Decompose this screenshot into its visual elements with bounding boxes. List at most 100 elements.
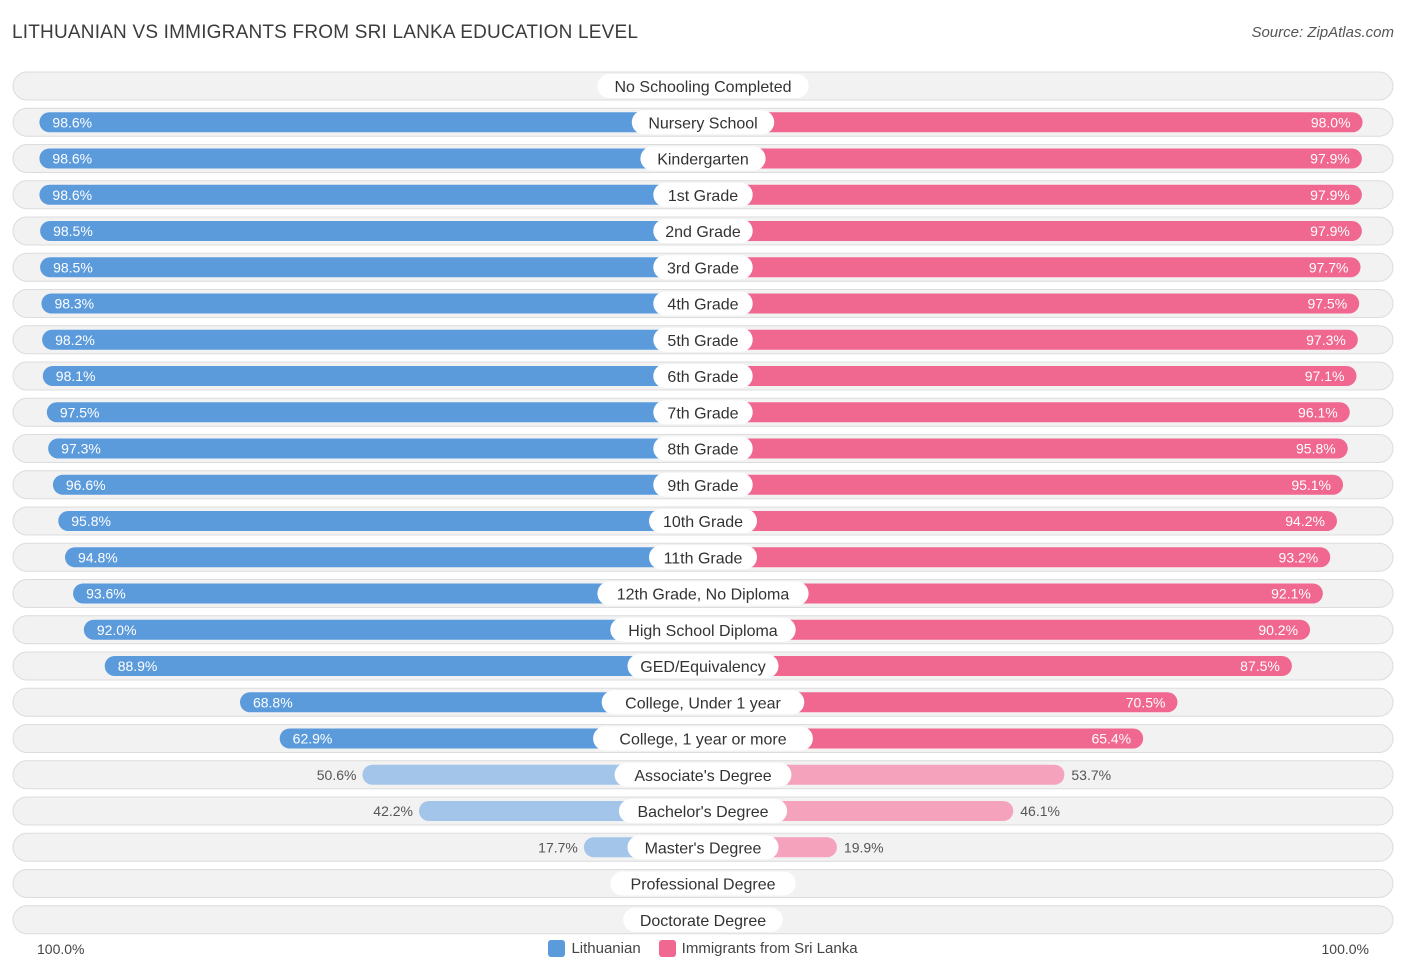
category-pill	[618, 799, 788, 823]
bar-lithuanian[interactable]	[42, 329, 703, 350]
chart-row: 96.6% 95.1% 9th Grade	[12, 470, 1394, 500]
value-label-lithuanian: 98.6%	[52, 114, 92, 130]
bar-sri-lanka[interactable]	[703, 547, 1331, 568]
bar-lithuanian[interactable]	[52, 474, 703, 495]
bar-lithuanian[interactable]	[46, 402, 703, 423]
bar-lithuanian[interactable]	[40, 221, 704, 241]
bar-sri-lanka[interactable]	[703, 656, 1292, 676]
bar-lithuanian[interactable]	[41, 293, 704, 314]
chart-area: 1.4%2.0%No Schooling Completed 98.6% 98.0%…	[12, 71, 1394, 935]
category-pill	[631, 110, 775, 135]
value-label-lithuanian: 98.5%	[53, 223, 93, 239]
bar-sri-lanka[interactable]	[703, 184, 1362, 205]
category-pill	[597, 581, 809, 606]
value-label-sri-lanka: 70.5%	[1126, 694, 1166, 710]
value-label-lithuanian: 50.6%	[317, 767, 357, 783]
bar-sri-lanka[interactable]	[703, 692, 1178, 713]
chart-row: 98.2% 97.3% 5th Grade	[12, 325, 1394, 355]
category-label: No Schooling Completed	[615, 79, 792, 96]
category-label: 9th Grade	[667, 478, 738, 495]
category-pill	[610, 871, 796, 896]
category-pill	[653, 400, 753, 425]
value-label-sri-lanka: 46.1%	[1020, 803, 1060, 819]
value-label-sri-lanka: 97.7%	[1309, 259, 1349, 275]
bar-lithuanian[interactable]	[39, 112, 704, 133]
bar-lithuanian[interactable]	[104, 656, 703, 676]
category-label: 2nd Grade	[665, 224, 741, 241]
bar-sri-lanka[interactable]	[703, 112, 1363, 133]
category-pill	[601, 690, 805, 715]
legend: Lithuanian Immigrants from Sri Lanka	[0, 940, 1406, 957]
value-label-lithuanian: 88.9%	[118, 658, 158, 674]
axis-right-label: 100.0%	[1321, 941, 1369, 957]
value-label-sri-lanka: 93.2%	[1279, 549, 1319, 565]
category-pill	[610, 617, 796, 642]
category-label: Associate's Degree	[634, 768, 771, 785]
category-pill	[640, 146, 766, 171]
bar-sri-lanka[interactable]	[703, 764, 1065, 785]
bar-lithuanian[interactable]	[73, 583, 703, 604]
category-label: College, 1 year or more	[619, 732, 786, 749]
bar-sri-lanka[interactable]	[703, 402, 1350, 423]
chart-row: 94.8% 93.2% 11th Grade	[12, 542, 1394, 572]
bar-lithuanian[interactable]	[39, 148, 704, 169]
value-label-sri-lanka: 65.4%	[1091, 731, 1131, 747]
chart-row: 93.6% 92.1% 12th Grade, No Diploma	[12, 579, 1394, 608]
bar-sri-lanka[interactable]	[703, 148, 1362, 169]
bar-lithuanian[interactable]	[39, 184, 704, 205]
bar-sri-lanka[interactable]	[703, 438, 1348, 459]
bar-lithuanian[interactable]	[48, 438, 703, 459]
category-pill	[623, 907, 783, 932]
bar-sri-lanka[interactable]	[703, 257, 1361, 278]
bar-lithuanian[interactable]	[64, 547, 704, 568]
bar-sri-lanka[interactable]	[703, 474, 1344, 495]
bar-sri-lanka[interactable]	[703, 728, 1144, 749]
chart-row: 5.4%6.2%Professional Degree	[12, 869, 1394, 898]
bar-lithuanian[interactable]	[83, 619, 704, 640]
legend-swatch-lithuanian	[548, 940, 566, 957]
chart-row: 97.5% 96.1% 7th Grade	[12, 397, 1394, 427]
bar-sri-lanka[interactable]	[703, 619, 1311, 640]
bar-sri-lanka[interactable]	[703, 293, 1360, 314]
bar-sri-lanka[interactable]	[703, 221, 1362, 241]
value-label-sri-lanka: 19.9%	[844, 839, 884, 855]
chart-row: 95.8% 94.2% 10th Grade	[12, 506, 1394, 536]
source-credit: Source: ZipAtlas.com	[1251, 24, 1394, 41]
bar-lithuanian[interactable]	[239, 692, 703, 713]
value-label-lithuanian: 97.5%	[60, 404, 100, 420]
category-label: 6th Grade	[667, 369, 738, 386]
chart-row: 98.5% 97.9% 2nd Grade	[12, 216, 1394, 246]
value-label-lithuanian: 42.2%	[373, 803, 413, 819]
chart-row: 98.5% 97.7% 3rd Grade	[12, 252, 1394, 282]
value-label-sri-lanka: 97.1%	[1305, 368, 1345, 384]
bar-lithuanian[interactable]	[40, 257, 704, 278]
legend-item-sri-lanka[interactable]: Immigrants from Sri Lanka	[658, 940, 858, 957]
category-label: College, Under 1 year	[625, 695, 781, 712]
category-pill	[653, 182, 753, 207]
bar-sri-lanka[interactable]	[703, 583, 1323, 604]
chart-row: 98.6% 98.0% Nursery School	[12, 107, 1394, 137]
category-pill	[653, 364, 753, 388]
category-label: 10th Grade	[663, 514, 743, 531]
category-pill	[653, 436, 753, 461]
bar-lithuanian[interactable]	[58, 511, 704, 531]
category-label: 7th Grade	[667, 405, 738, 422]
bar-sri-lanka[interactable]	[703, 329, 1358, 350]
bar-sri-lanka[interactable]	[703, 366, 1357, 386]
chart-row: 98.3% 97.5% 4th Grade	[12, 289, 1394, 318]
category-pill	[653, 327, 753, 352]
category-pill	[614, 762, 792, 787]
value-label-lithuanian: 93.6%	[86, 586, 126, 602]
chart-row: 92.0% 90.2% High School Diploma	[12, 615, 1394, 645]
value-label-sri-lanka: 95.8%	[1296, 441, 1336, 457]
value-label-sri-lanka: 97.9%	[1310, 187, 1350, 203]
value-label-sri-lanka: 97.9%	[1310, 151, 1350, 167]
category-pill	[649, 545, 757, 570]
value-label-sri-lanka: 97.9%	[1310, 223, 1350, 239]
bar-sri-lanka[interactable]	[703, 511, 1337, 531]
legend-item-lithuanian[interactable]: Lithuanian	[548, 940, 641, 957]
value-label-sri-lanka: 90.2%	[1258, 622, 1298, 638]
category-label: Doctorate Degree	[640, 913, 766, 930]
chart-row: 62.9% 65.4% College, 1 year or more	[12, 724, 1394, 753]
bar-lithuanian[interactable]	[42, 366, 704, 386]
